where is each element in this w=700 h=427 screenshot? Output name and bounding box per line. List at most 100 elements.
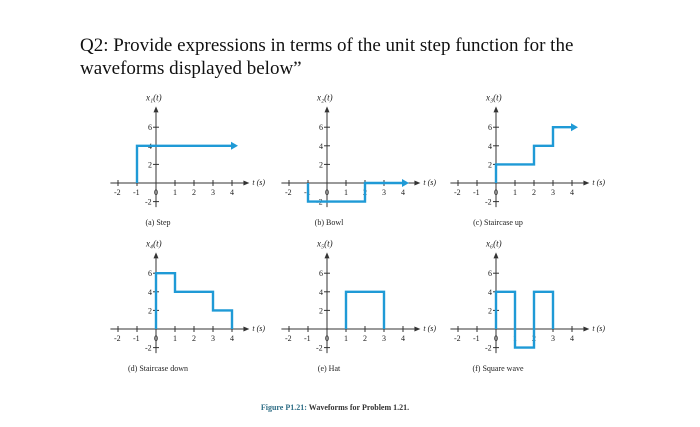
y-axis-label: x₅(t): [316, 238, 333, 248]
x-tick-label: 1: [173, 188, 177, 197]
x-tick-label: 1: [513, 188, 517, 197]
y-tick-label: 2: [319, 160, 323, 169]
x-tick-label: -1: [473, 188, 480, 197]
waveform-line: [494, 125, 572, 183]
x-tick-label: -1: [304, 334, 311, 343]
x-tick-label: 0: [494, 188, 498, 197]
x-tick-label: 4: [401, 334, 405, 343]
x-tick-label: 2: [192, 188, 196, 197]
x-axis-label: t (s): [423, 324, 436, 333]
y-tick-label: 6: [148, 123, 152, 132]
y-tick-label: 2: [488, 306, 492, 315]
x-tick-label: -2: [114, 188, 121, 197]
y-tick-label: 4: [488, 288, 492, 297]
y-tick-label: -2: [316, 344, 323, 353]
x-axis-arrow: [243, 180, 250, 186]
waveform-panel: -2 -1 0 1 2 3 4 -2 2 4 6 t (s) x₄(t) (d) Staircase do…: [110, 238, 265, 373]
question-line-1: Q2: Provide expressions in terms of the …: [80, 35, 574, 56]
question-line-2: waveforms displayed below”: [80, 58, 302, 79]
x-tick-label: -2: [114, 334, 121, 343]
x-tick-label: 2: [532, 188, 536, 197]
question-text: Q2: Provide expressions in terms of the …: [80, 34, 680, 80]
panel-caption: (f) Square wave: [472, 364, 524, 373]
y-tick-label: 4: [319, 288, 323, 297]
x-axis-arrow: [583, 326, 590, 332]
waveform-line: [154, 272, 234, 329]
figure-caption-text: Waveforms for Problem 1.21.: [306, 403, 410, 412]
x-tick-label: 2: [363, 334, 367, 343]
x-axis-label: t (s): [592, 324, 605, 333]
x-tick-label: -2: [285, 334, 292, 343]
waveform-panel: -2 -1 0 1 2 3 4 -2 2 4 6 t (s) x₃(t) (c) Staircase up: [450, 92, 605, 227]
x-axis-label: t (s): [592, 178, 605, 187]
y-tick-label: 4: [488, 142, 492, 151]
x-tick-label: 2: [192, 334, 196, 343]
x-tick-label: 3: [551, 188, 555, 197]
x-tick-label: 3: [211, 334, 215, 343]
x-tick-label: 4: [401, 188, 405, 197]
x-tick-label: 0: [154, 334, 158, 343]
y-axis-label: x₆(t): [485, 238, 502, 248]
x-tick-label: 3: [382, 188, 386, 197]
y-tick-label: 4: [148, 288, 152, 297]
x-axis-arrow: [414, 180, 421, 186]
x-tick-label: 3: [382, 334, 386, 343]
y-tick-label: 2: [148, 306, 152, 315]
panel-caption: (d) Staircase down: [128, 364, 188, 373]
figure-caption: Figure P1.21: Waveforms for Problem 1.21…: [0, 403, 700, 412]
x-tick-label: 1: [344, 334, 348, 343]
x-tick-label: 3: [551, 334, 555, 343]
x-tick-label: -1: [133, 334, 140, 343]
x-tick-label: 4: [570, 188, 574, 197]
x-tick-label: -2: [454, 188, 461, 197]
x-tick-label: 1: [173, 334, 177, 343]
x-tick-label: 0: [494, 334, 498, 343]
waveform-arrow: [571, 123, 578, 132]
panel-caption: (c) Staircase up: [473, 218, 523, 227]
waveform-line: [494, 290, 555, 349]
y-tick-label: 2: [319, 306, 323, 315]
x-axis-label: t (s): [423, 178, 436, 187]
y-axis-label: x₁(t): [145, 92, 162, 102]
y-axis-label: x₄(t): [145, 238, 162, 248]
y-axis-arrow: [493, 106, 499, 113]
panel-caption: (b) Bowl: [315, 218, 344, 227]
x-tick-label: 0: [325, 334, 329, 343]
y-tick-label: 6: [488, 123, 492, 132]
x-tick-label: 3: [211, 188, 215, 197]
waveform-line: [344, 290, 386, 329]
waveform-line: [306, 181, 403, 203]
y-axis-arrow: [493, 252, 499, 259]
x-tick-label: -2: [454, 334, 461, 343]
x-tick-label: 4: [230, 334, 234, 343]
y-tick-label: 2: [488, 160, 492, 169]
waveform-line: [135, 144, 232, 183]
y-tick-label: 2: [148, 160, 152, 169]
waveform-panel: -2 -1 0 1 2 3 4 -2 2 4 6 t (s) x₅(t) (e) Hat: [281, 238, 436, 373]
panel-caption: (a) Step: [145, 218, 170, 227]
x-tick-label: -1: [133, 188, 140, 197]
y-axis-arrow: [153, 252, 159, 259]
figure-label: Figure P1.21:: [260, 403, 307, 412]
x-tick-label: 4: [570, 334, 574, 343]
y-axis-arrow: [324, 252, 330, 259]
x-axis-label: t (s): [252, 324, 265, 333]
x-axis-arrow: [243, 326, 250, 332]
x-axis-arrow: [583, 180, 590, 186]
x-tick-label: 0: [325, 188, 329, 197]
waveform-arrow: [402, 179, 409, 187]
x-tick-label: -1: [473, 334, 480, 343]
y-tick-label: -2: [145, 344, 152, 353]
y-axis-label: x₂(t): [316, 92, 333, 102]
y-axis-label: x₃(t): [485, 92, 502, 102]
y-tick-label: -2: [485, 344, 492, 353]
y-axis-arrow: [324, 106, 330, 113]
y-axis-arrow: [153, 106, 159, 113]
y-tick-label: -2: [145, 198, 152, 207]
y-tick-label: 6: [319, 269, 323, 278]
x-tick-label: 0: [154, 188, 158, 197]
